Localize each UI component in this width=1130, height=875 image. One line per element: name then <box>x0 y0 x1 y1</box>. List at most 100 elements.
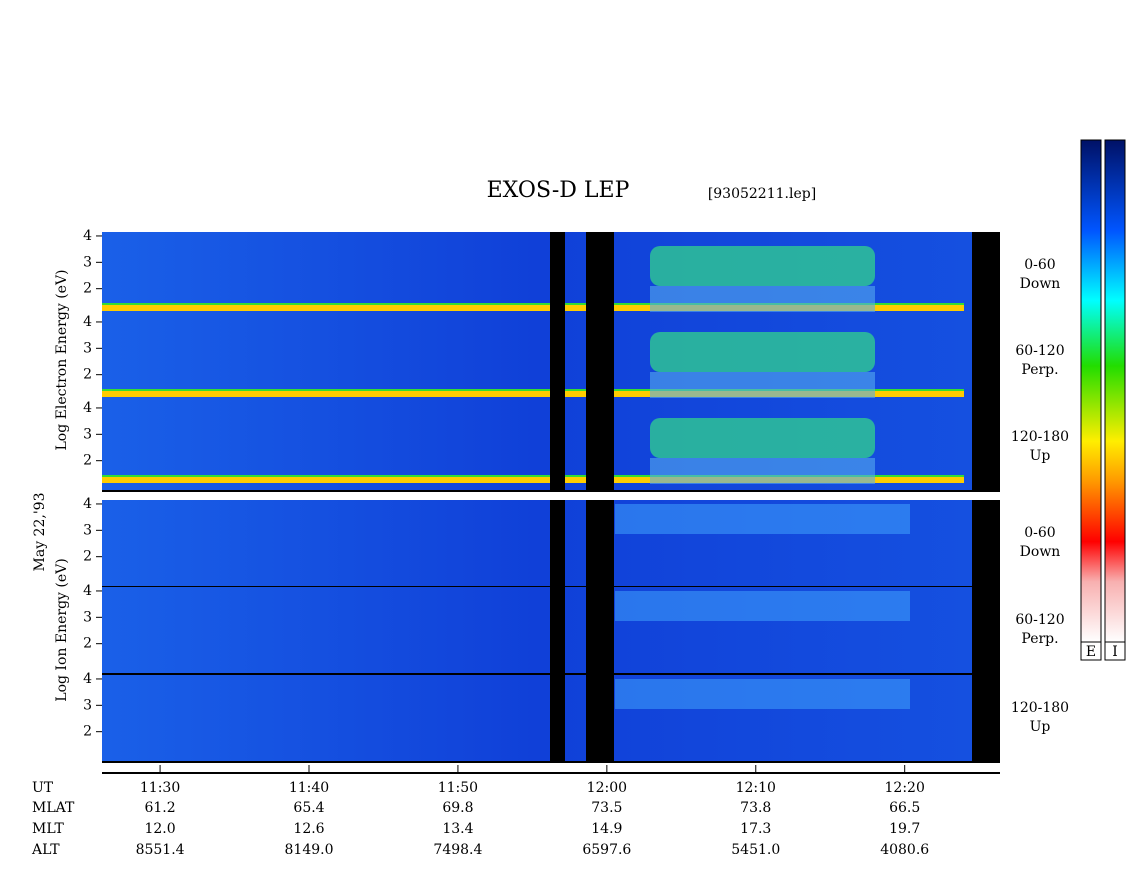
data-gap <box>972 500 1000 587</box>
y-tick-label: 4 <box>83 228 92 244</box>
ephemeris-value: 17.3 <box>740 821 771 837</box>
y-tick-label: 4 <box>83 496 92 512</box>
ephemeris-value: 66.5 <box>889 800 920 816</box>
panel-label: 60-120 <box>1015 612 1064 628</box>
data-gap <box>550 500 565 587</box>
low-energy-band <box>102 389 964 391</box>
panel-label: 120-180 <box>1011 700 1069 716</box>
ephemeris-label: MLAT <box>32 800 75 816</box>
data-gap <box>550 318 565 405</box>
y-tick-label: 2 <box>83 453 92 469</box>
plasma-region <box>615 679 910 709</box>
panel-sublabel: Down <box>1020 276 1061 292</box>
ephemeris-value: 6597.6 <box>582 842 631 858</box>
y-tick-label: 2 <box>83 724 92 740</box>
plasma-region <box>650 286 875 312</box>
data-gap <box>586 232 614 319</box>
y-tick-label: 2 <box>83 636 92 652</box>
file-name: [93052211.lep] <box>708 186 816 202</box>
ephemeris-value: 8149.0 <box>285 842 334 858</box>
y-tick-label: 4 <box>83 314 92 330</box>
colorbar-label-box <box>1104 641 1126 661</box>
low-energy-band <box>102 475 964 477</box>
plasma-region <box>615 591 910 621</box>
ephemeris-value: 13.4 <box>442 821 473 837</box>
y-tick-label: 3 <box>83 697 92 713</box>
data-gap <box>972 675 1000 762</box>
ephemeris-label: MLT <box>32 821 64 837</box>
ephemeris-value: 61.2 <box>144 800 175 816</box>
data-gap <box>972 587 1000 674</box>
data-gap <box>586 404 614 491</box>
data-gap <box>550 587 565 674</box>
y-tick-label: 4 <box>83 671 92 687</box>
y-tick-label: 2 <box>83 549 92 565</box>
ephemeris-value: 12.0 <box>144 821 175 837</box>
panel-sublabel: Down <box>1020 544 1061 560</box>
y-tick-label: 3 <box>83 609 92 625</box>
panel-label: 0-60 <box>1024 525 1055 541</box>
ephemeris-value: 12.6 <box>293 821 324 837</box>
x-tick-label: 11:40 <box>289 780 329 796</box>
y-tick-label: 3 <box>83 340 92 356</box>
y-tick-label: 4 <box>83 583 92 599</box>
panel-sublabel: Perp. <box>1021 362 1058 378</box>
colorbar-label-box <box>1080 641 1102 661</box>
x-tick-label: 11:30 <box>140 780 180 796</box>
y-tick-label: 3 <box>83 254 92 270</box>
data-gap <box>550 404 565 491</box>
data-gap <box>586 587 614 674</box>
low-energy-band <box>102 305 964 311</box>
data-gap <box>586 675 614 762</box>
colorbar-label: I <box>1112 644 1118 660</box>
low-energy-band <box>102 477 964 483</box>
y-tick-label: 3 <box>83 426 92 442</box>
panel-label: 0-60 <box>1024 257 1055 273</box>
plasma-region <box>650 332 875 372</box>
plasma-region <box>650 246 875 286</box>
y-tick-label: 2 <box>83 367 92 383</box>
chart-title: EXOS-D LEP <box>487 178 630 203</box>
colorbar-label: E <box>1086 644 1096 660</box>
y-axis-label: Log Ion Energy (eV) <box>54 558 70 701</box>
date-label: May 22,'93 <box>32 493 48 572</box>
data-gap <box>550 675 565 762</box>
ephemeris-value: 8551.4 <box>136 842 185 858</box>
data-gap <box>972 404 1000 491</box>
ephemeris-value: 69.8 <box>442 800 473 816</box>
ephemeris-value: 14.9 <box>591 821 622 837</box>
panel-sublabel: Up <box>1030 719 1051 735</box>
x-tick-label: 12:00 <box>587 780 627 796</box>
y-tick-label: 3 <box>83 522 92 538</box>
panel-label: 60-120 <box>1015 343 1064 359</box>
panel-sublabel: Perp. <box>1021 631 1058 647</box>
colorbar <box>1104 139 1126 643</box>
ephemeris-value: 73.8 <box>740 800 771 816</box>
ephemeris-label: ALT <box>31 842 60 858</box>
low-energy-band <box>102 391 964 397</box>
y-tick-label: 2 <box>83 281 92 297</box>
plasma-region <box>650 372 875 398</box>
ephemeris-value: 73.5 <box>591 800 622 816</box>
ephemeris-label: UT <box>32 780 54 796</box>
panel-label: 120-180 <box>1011 429 1069 445</box>
ephemeris-value: 4080.6 <box>880 842 929 858</box>
plasma-region <box>615 504 910 534</box>
plasma-region <box>650 458 875 484</box>
y-tick-label: 4 <box>83 400 92 416</box>
ephemeris-value: 19.7 <box>889 821 920 837</box>
ephemeris-value: 7498.4 <box>433 842 482 858</box>
plasma-region <box>650 418 875 458</box>
low-energy-band <box>102 303 964 305</box>
data-gap <box>972 232 1000 319</box>
data-gap <box>586 500 614 587</box>
y-axis-label: Log Electron Energy (eV) <box>54 269 70 450</box>
panel-sublabel: Up <box>1030 448 1051 464</box>
x-tick-label: 11:50 <box>438 780 478 796</box>
x-tick-label: 12:20 <box>885 780 925 796</box>
data-gap <box>550 232 565 319</box>
x-tick-label: 12:10 <box>736 780 776 796</box>
data-gap <box>972 318 1000 405</box>
colorbar <box>1080 139 1102 643</box>
ephemeris-value: 5451.0 <box>731 842 780 858</box>
